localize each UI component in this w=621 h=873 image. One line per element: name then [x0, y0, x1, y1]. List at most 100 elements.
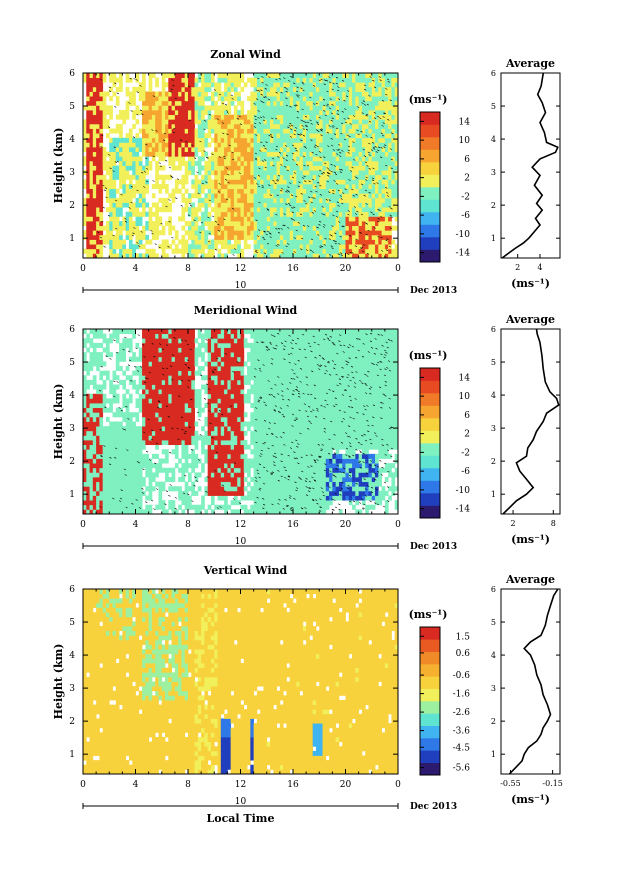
heatmap-cell — [151, 333, 156, 339]
heatmap-cell — [112, 421, 117, 427]
heatmap-cell — [96, 403, 100, 409]
heatmap-cell — [220, 147, 225, 153]
contour-mark — [285, 203, 288, 205]
heatmap-cell — [243, 82, 248, 88]
heatmap-cell — [207, 114, 212, 120]
heatmap-cell — [322, 137, 327, 143]
heatmap-cell — [145, 110, 150, 116]
heatmap-cell — [230, 230, 235, 236]
heatmap-cell — [135, 500, 140, 506]
heatmap-cell — [230, 244, 235, 250]
heatmap-cell — [391, 197, 396, 203]
contour-mark — [389, 227, 393, 229]
heatmap-cell — [332, 165, 337, 171]
heatmap-cell — [233, 230, 238, 236]
heatmap-cell — [283, 174, 287, 180]
heatmap-cell — [270, 248, 274, 254]
heatmap-cell — [361, 86, 366, 92]
heatmap-cell — [128, 225, 133, 231]
heatmap-cell — [312, 86, 317, 92]
contour-mark — [255, 249, 258, 252]
heatmap-cell — [335, 165, 340, 171]
heatmap-cell — [250, 184, 255, 190]
heatmap-cell — [161, 119, 166, 125]
contour-mark — [362, 148, 365, 151]
heatmap-cell — [86, 379, 90, 385]
contour-mark — [263, 159, 267, 161]
heatmap-cell — [243, 160, 248, 166]
heatmap-cell — [256, 147, 261, 153]
heatmap-cell — [168, 91, 172, 97]
heatmap-cell — [325, 184, 330, 190]
heatmap-cell — [102, 398, 107, 404]
heatmap-cell — [197, 216, 202, 222]
heatmap-cell — [145, 96, 150, 102]
heatmap-cell — [358, 82, 363, 88]
heatmap-cell — [302, 73, 307, 79]
heatmap-cell — [345, 179, 350, 185]
heatmap-cell — [230, 86, 235, 92]
heatmap-cell — [135, 384, 140, 390]
heatmap-cell — [201, 188, 205, 194]
heatmap-cell — [358, 188, 363, 194]
heatmap-cell — [352, 253, 356, 259]
heatmap-cell — [270, 156, 274, 162]
heatmap-cell — [181, 133, 186, 139]
heatmap-cell — [375, 119, 379, 125]
heatmap-cell — [332, 142, 337, 148]
heatmap-cell — [335, 188, 340, 194]
heatmap-cell — [125, 458, 130, 464]
heatmap-cell — [306, 244, 310, 250]
heatmap-cell — [368, 156, 373, 162]
heatmap-cell — [96, 393, 100, 399]
heatmap-cell — [188, 142, 192, 148]
heatmap-cell — [302, 156, 307, 162]
heatmap-cell — [394, 91, 399, 97]
heatmap-cell — [381, 142, 386, 148]
heatmap-cell — [92, 430, 97, 436]
heatmap-cell — [322, 91, 327, 97]
heatmap-cell — [99, 184, 104, 190]
heatmap-cell — [115, 174, 120, 180]
heatmap-cell — [293, 160, 297, 166]
heatmap-cell — [178, 119, 182, 125]
heatmap-cell — [214, 193, 218, 199]
contour-mark — [305, 125, 308, 128]
contour-mark — [277, 156, 280, 158]
heatmap-cell — [83, 481, 87, 487]
heatmap-cell — [381, 82, 386, 88]
heatmap-cell — [138, 375, 143, 381]
heatmap-cell — [184, 133, 189, 139]
heatmap-cell — [368, 86, 373, 92]
heatmap-cell — [319, 114, 323, 120]
contour-mark — [335, 183, 339, 185]
heatmap-cell — [158, 165, 163, 171]
heatmap-cell — [142, 137, 146, 143]
heatmap-cell — [119, 352, 123, 358]
heatmap-cell — [132, 174, 136, 180]
heatmap-cell — [142, 188, 146, 194]
heatmap-cell — [348, 211, 353, 217]
heatmap-cell — [299, 91, 304, 97]
contour-mark — [309, 249, 312, 252]
heatmap-cell — [135, 184, 140, 190]
heatmap-cell — [145, 352, 150, 358]
heatmap-cell — [322, 119, 327, 125]
heatmap-cell — [227, 211, 232, 217]
heatmap-cell — [233, 105, 238, 111]
heatmap-cell — [105, 486, 110, 492]
heatmap-cell — [348, 123, 353, 129]
heatmap-cell — [217, 202, 222, 208]
contour-mark — [336, 89, 340, 92]
heatmap-cell — [142, 253, 146, 259]
heatmap-cell — [168, 244, 172, 250]
heatmap-cell — [92, 458, 97, 464]
contour-mark — [308, 180, 311, 183]
heatmap-cell — [378, 114, 382, 120]
heatmap-cell — [384, 225, 389, 231]
heatmap-cell — [348, 114, 353, 120]
contour-mark — [132, 232, 135, 235]
heatmap-cell — [233, 77, 238, 83]
heatmap-cell — [342, 188, 346, 194]
heatmap-cell — [293, 110, 297, 116]
